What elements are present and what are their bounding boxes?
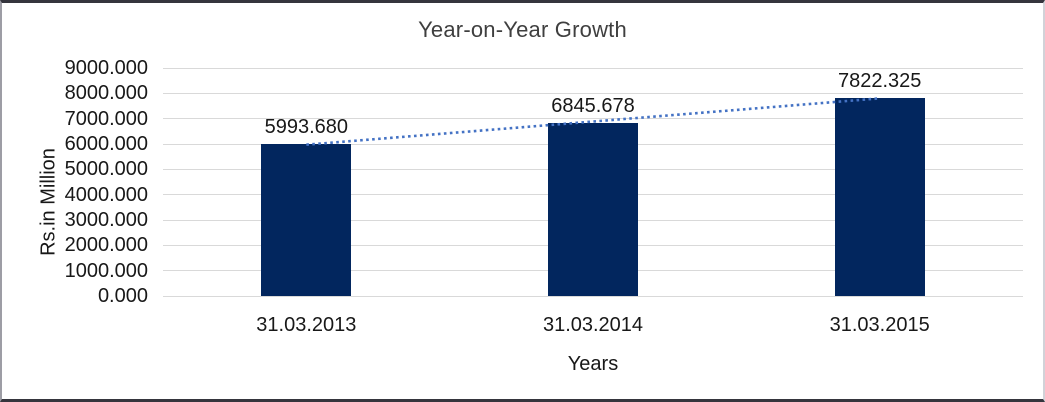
x-tick-label: 31.03.2013 (256, 314, 357, 336)
chart-title: Year-on-Year Growth (418, 17, 627, 42)
y-tick-label: 8000.000 (64, 82, 148, 105)
x-tick-label: 31.03.2015 (829, 314, 930, 336)
y-tick-label: 4000.000 (64, 183, 148, 206)
gridline (163, 295, 1023, 297)
data-label: 5993.680 (264, 116, 349, 139)
y-tick-label: 3000.000 (64, 209, 148, 231)
bar-31.03.2013 (261, 144, 352, 296)
x-tick-label: 31.03.2014 (542, 314, 644, 336)
x-axis-title: Years (567, 353, 619, 375)
data-label: 7822.325 (837, 69, 922, 92)
y-tick-label: 0.000 (97, 285, 148, 307)
data-label: 6845.678 (551, 94, 635, 117)
y-tick-label: 9000.000 (64, 57, 148, 79)
bar-31.03.2014 (548, 122, 638, 296)
gridline (163, 67, 1023, 69)
gridline (163, 92, 1023, 94)
y-tick-label: 2000.000 (64, 234, 148, 257)
plot-area (163, 67, 1023, 297)
y-tick-label: 7000.000 (64, 107, 148, 130)
gridline (163, 118, 1023, 120)
y-tick-label: 6000.000 (64, 133, 148, 155)
bar-31.03.2015 (834, 97, 925, 296)
y-tick-label: 1000.000 (64, 259, 148, 282)
y-tick-label: 5000.000 (64, 158, 148, 181)
